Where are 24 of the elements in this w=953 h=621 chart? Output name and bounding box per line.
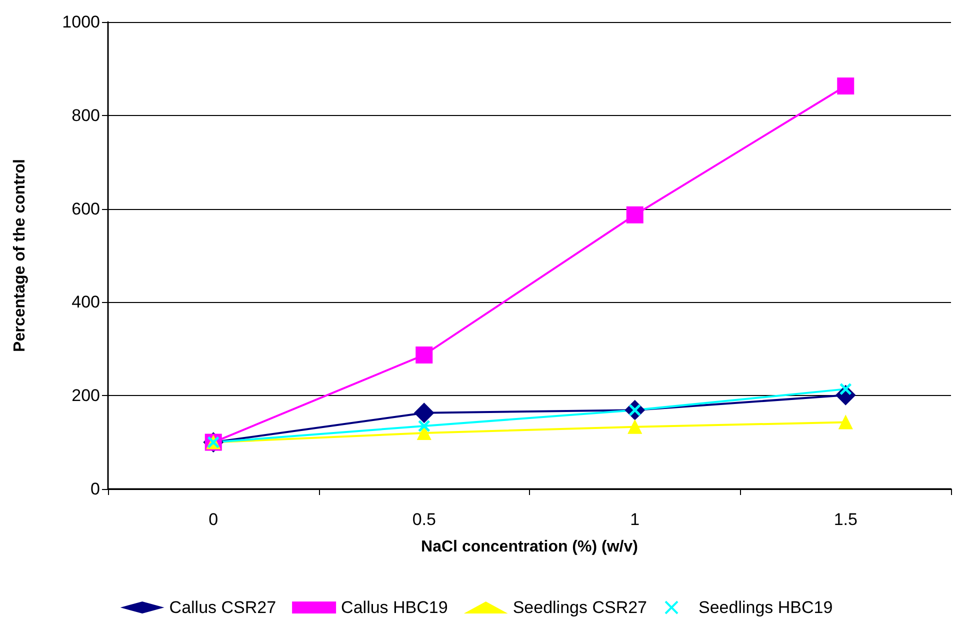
x-tick-label: 1 bbox=[630, 510, 640, 529]
y-tick-label: 400 bbox=[72, 292, 100, 312]
point bbox=[417, 426, 432, 440]
y-tick-label: 600 bbox=[72, 199, 100, 218]
point bbox=[418, 420, 430, 432]
point bbox=[628, 420, 642, 434]
x-tick-label: 0.5 bbox=[412, 510, 436, 529]
legend-label: Seedlings CSR27 bbox=[512, 598, 648, 617]
legend-label: Callus CSR27 bbox=[169, 598, 276, 617]
legend-label: Callus HBC19 bbox=[341, 598, 448, 617]
point bbox=[414, 402, 434, 423]
point bbox=[626, 206, 644, 224]
x-axis-title: NaCl concentration (%) (w/v) bbox=[421, 538, 638, 556]
y-tick-label: 1000 bbox=[62, 12, 100, 32]
y-tick-label: 200 bbox=[72, 386, 100, 406]
point bbox=[416, 346, 433, 364]
legend-label: Seedlings HBC19 bbox=[698, 598, 833, 617]
point bbox=[837, 77, 854, 94]
point bbox=[838, 415, 853, 430]
x-tick-label: 1.5 bbox=[834, 510, 858, 529]
x-tick-label: 0 bbox=[208, 510, 218, 529]
y-tick-label: 800 bbox=[72, 106, 100, 125]
y-axis-title: Percentage of the control bbox=[12, 159, 28, 352]
y-tick-label: 0 bbox=[90, 480, 100, 498]
